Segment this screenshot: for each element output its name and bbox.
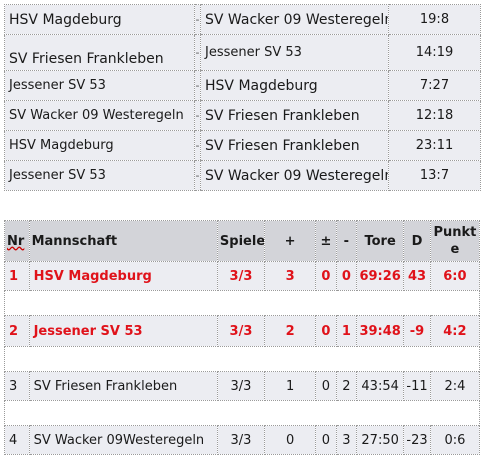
points-cell: 0:6 [429,425,481,455]
row-gap [4,290,480,316]
match-row: SV Friesen Frankleben - Jessener SV 53 1… [4,34,481,71]
row-gap [4,400,480,426]
away-team: HSV Magdeburg [200,70,389,101]
column-header-draw[interactable]: ± [315,220,337,262]
match-results-table: HSV Magdeburg - SV Wacker 09 Westeregeln… [4,4,481,191]
rank-cell: 4 [4,425,30,455]
draw-cell: 0 [315,425,337,455]
diff-cell: -23 [403,425,431,455]
table-row: 1 HSV Magdeburg 3/3 3 0 0 69:26 43 6:0 [4,261,481,291]
goals-cell: 43:54 [356,371,405,401]
standings-header-row: Nr Mannschaft Spiele + ± - Tore D Punkte [4,220,481,262]
games-cell: 3/3 [216,425,266,455]
away-team: SV Friesen Frankleben [200,130,389,161]
row-spacer [4,290,480,316]
match-score: 12:18 [388,100,481,131]
match-score: 23:11 [388,130,481,161]
games-cell: 3/3 [216,261,266,291]
rank-cell: 3 [4,371,30,401]
draw-cell: 0 [315,261,337,291]
row-spacer [4,400,480,426]
points-cell: 4:2 [429,315,481,347]
standings-table: Nr Mannschaft Spiele + ± - Tore D Punkte… [4,220,481,455]
row-spacer [4,346,480,372]
column-header-diff[interactable]: D [403,220,431,262]
match-row: Jessener SV 53 - HSV Magdeburg 7:27 [4,70,481,101]
home-team: HSV Magdeburg [4,4,195,35]
won-cell: 3 [263,261,317,291]
match-separator: - [194,160,201,191]
column-header-lost[interactable]: - [335,220,358,262]
match-row: HSV Magdeburg - SV Wacker 09 Westeregeln… [4,4,481,35]
draw-cell: 0 [315,315,337,347]
table-row: 3 SV Friesen Frankleben 3/3 1 0 2 43:54 … [4,371,481,401]
home-team: Jessener SV 53 [4,160,195,191]
points-cell: 6:0 [429,261,481,291]
column-header-nr[interactable]: Nr [4,220,30,262]
rank-cell: 2 [4,315,30,347]
team-name-cell: SV Wacker 09Westeregeln [28,425,218,455]
away-team: Jessener SV 53 [200,34,389,71]
lost-cell: 0 [335,261,358,291]
lost-cell: 3 [335,425,358,455]
rank-cell: 1 [4,261,30,291]
column-header-games[interactable]: Spiele [216,220,266,262]
won-cell: 0 [263,425,317,455]
goals-cell: 39:48 [356,315,405,347]
match-row: HSV Magdeburg - SV Friesen Frankleben 23… [4,130,481,161]
won-cell: 1 [263,371,317,401]
points-cell: 2:4 [429,371,481,401]
goals-cell: 69:26 [356,261,405,291]
draw-cell: 0 [315,371,337,401]
home-team: Jessener SV 53 [4,70,195,101]
column-header-points[interactable]: Punkte [429,220,481,262]
team-name-cell: HSV Magdeburg [28,261,218,291]
away-team: SV Friesen Frankleben [200,100,389,131]
team-name-cell: Jessener SV 53 [28,315,218,347]
diff-cell: 43 [403,261,431,291]
row-gap [4,346,480,372]
table-row: 2 Jessener SV 53 3/3 2 0 1 39:48 -9 4:2 [4,315,481,347]
away-team: SV Wacker 09 Westeregeln [200,160,389,191]
home-team: SV Friesen Frankleben [4,34,195,71]
match-score: 14:19 [388,34,481,71]
match-row: Jessener SV 53 - SV Wacker 09 Westeregel… [4,160,481,191]
away-team: SV Wacker 09 Westeregeln [200,4,389,35]
column-header-goals[interactable]: Tore [356,220,405,262]
column-header-won[interactable]: + [263,220,317,262]
lost-cell: 2 [335,371,358,401]
table-row: 4 SV Wacker 09Westeregeln 3/3 0 0 3 27:5… [4,425,481,455]
match-score: 13:7 [388,160,481,191]
won-cell: 2 [263,315,317,347]
home-team: HSV Magdeburg [4,130,195,161]
lost-cell: 1 [335,315,358,347]
diff-cell: -11 [403,371,431,401]
match-score: 7:27 [388,70,481,101]
home-team: SV Wacker 09 Westeregeln [4,100,195,131]
match-score: 19:8 [388,4,481,35]
column-header-team[interactable]: Mannschaft [28,220,218,262]
diff-cell: -9 [403,315,431,347]
games-cell: 3/3 [216,315,266,347]
team-name-cell: SV Friesen Frankleben [28,371,218,401]
goals-cell: 27:50 [356,425,405,455]
games-cell: 3/3 [216,371,266,401]
match-row: SV Wacker 09 Westeregeln - SV Friesen Fr… [4,100,481,131]
